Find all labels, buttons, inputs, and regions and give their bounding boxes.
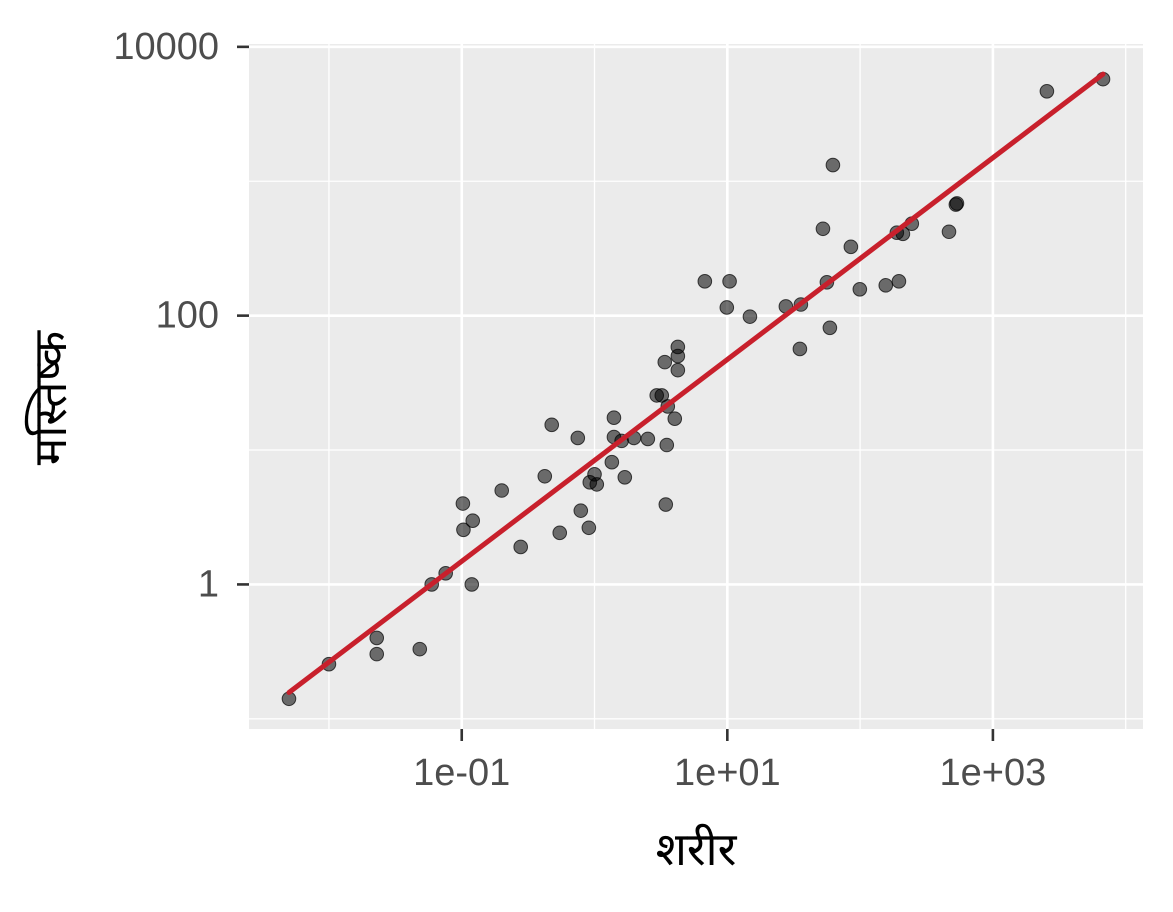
point: [573, 503, 589, 518]
point: [412, 641, 428, 657]
y-tick-label: 10000: [113, 26, 219, 68]
point: [670, 362, 686, 378]
point: [589, 477, 605, 492]
point: [941, 224, 957, 240]
x-axis-title: शरीर: [656, 822, 738, 876]
point: [719, 300, 735, 315]
point: [658, 497, 674, 512]
point: [640, 431, 656, 447]
x-tick-label: 1e+03: [940, 752, 1047, 794]
x-tick-label: 1e+01: [674, 752, 781, 794]
point: [822, 320, 838, 336]
point: [570, 430, 586, 446]
point: [697, 274, 713, 289]
point: [464, 577, 480, 592]
point: [657, 354, 673, 370]
point: [722, 274, 737, 289]
point: [891, 274, 907, 289]
point: [659, 437, 675, 453]
point: [742, 309, 758, 324]
point: [455, 496, 471, 511]
point: [670, 348, 686, 364]
point: [369, 630, 385, 646]
marks: [281, 71, 1111, 707]
point: [617, 469, 633, 485]
point: [815, 221, 831, 237]
y-axis-title: मस्तिष्क: [23, 329, 77, 465]
point: [606, 410, 622, 426]
grid: [249, 44, 1143, 729]
point: [537, 468, 553, 484]
point: [878, 278, 894, 293]
point: [513, 539, 529, 555]
point: [654, 388, 670, 403]
point: [494, 483, 510, 498]
fit-line: [286, 71, 1106, 695]
point: [792, 341, 808, 357]
point: [369, 646, 385, 662]
point: [667, 411, 683, 427]
point: [825, 157, 841, 173]
y-tick-label: 100: [156, 295, 219, 337]
point: [852, 282, 868, 297]
point: [544, 417, 560, 433]
point: [604, 454, 620, 470]
point: [552, 525, 568, 541]
point: [456, 522, 471, 538]
y-tick-label: 1: [198, 563, 219, 605]
point: [843, 239, 859, 255]
point: [949, 196, 965, 211]
point: [581, 520, 597, 536]
x-tick-label: 1e-01: [413, 752, 510, 794]
point: [1039, 83, 1055, 99]
point: [465, 513, 481, 528]
